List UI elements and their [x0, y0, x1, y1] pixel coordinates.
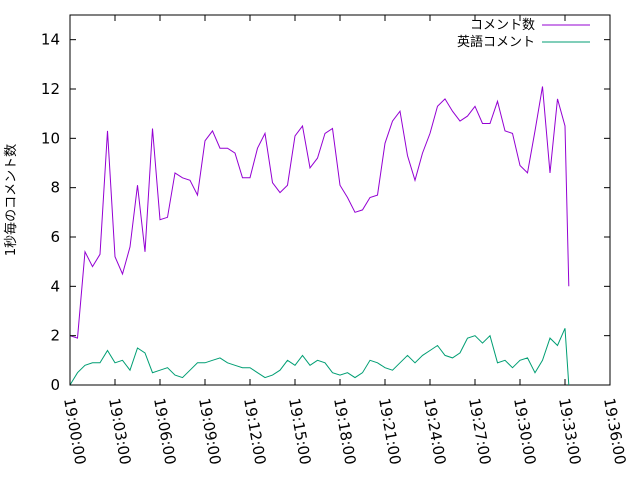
y-tick-label: 8 — [50, 179, 60, 197]
x-tick-label: 19:00:00 — [60, 397, 89, 466]
x-tick-label: 19:33:00 — [555, 397, 584, 466]
legend-label-1: コメント数 — [470, 18, 535, 33]
y-tick-label: 0 — [50, 376, 60, 394]
y-axis-label: 1秒毎のコメント数 — [3, 144, 19, 256]
x-tick-label: 19:24:00 — [420, 397, 449, 466]
y-tick-label: 6 — [50, 228, 60, 246]
y-tick-label: 2 — [50, 327, 60, 345]
x-tick-label: 19:27:00 — [465, 397, 494, 466]
y-tick-label: 4 — [50, 277, 60, 295]
series-line-2 — [69, 328, 570, 386]
x-tick-label: 19:12:00 — [240, 397, 269, 466]
x-tick-label: 19:18:00 — [330, 397, 359, 466]
series-layer — [69, 86, 570, 386]
y-tick-label: 10 — [41, 129, 60, 147]
legend-label-2: 英語コメント — [457, 34, 535, 50]
x-tick-label: 19:30:00 — [510, 397, 539, 466]
x-tick-label: 19:36:00 — [600, 397, 629, 466]
plot-frame — [69, 14, 611, 386]
y-ticks: 0 2 4 6 8 10 12 14 — [41, 31, 610, 394]
x-tick-label: 19:06:00 — [150, 397, 179, 466]
y-tick-label: 14 — [41, 31, 60, 49]
x-tick-label: 19:15:00 — [285, 397, 314, 466]
x-tick-label: 19:21:00 — [375, 397, 404, 466]
x-tick-label: 19:09:00 — [195, 397, 224, 466]
x-tick-label: 19:03:00 — [105, 397, 134, 466]
y-tick-label: 12 — [41, 80, 60, 98]
series-line-1 — [69, 86, 570, 339]
